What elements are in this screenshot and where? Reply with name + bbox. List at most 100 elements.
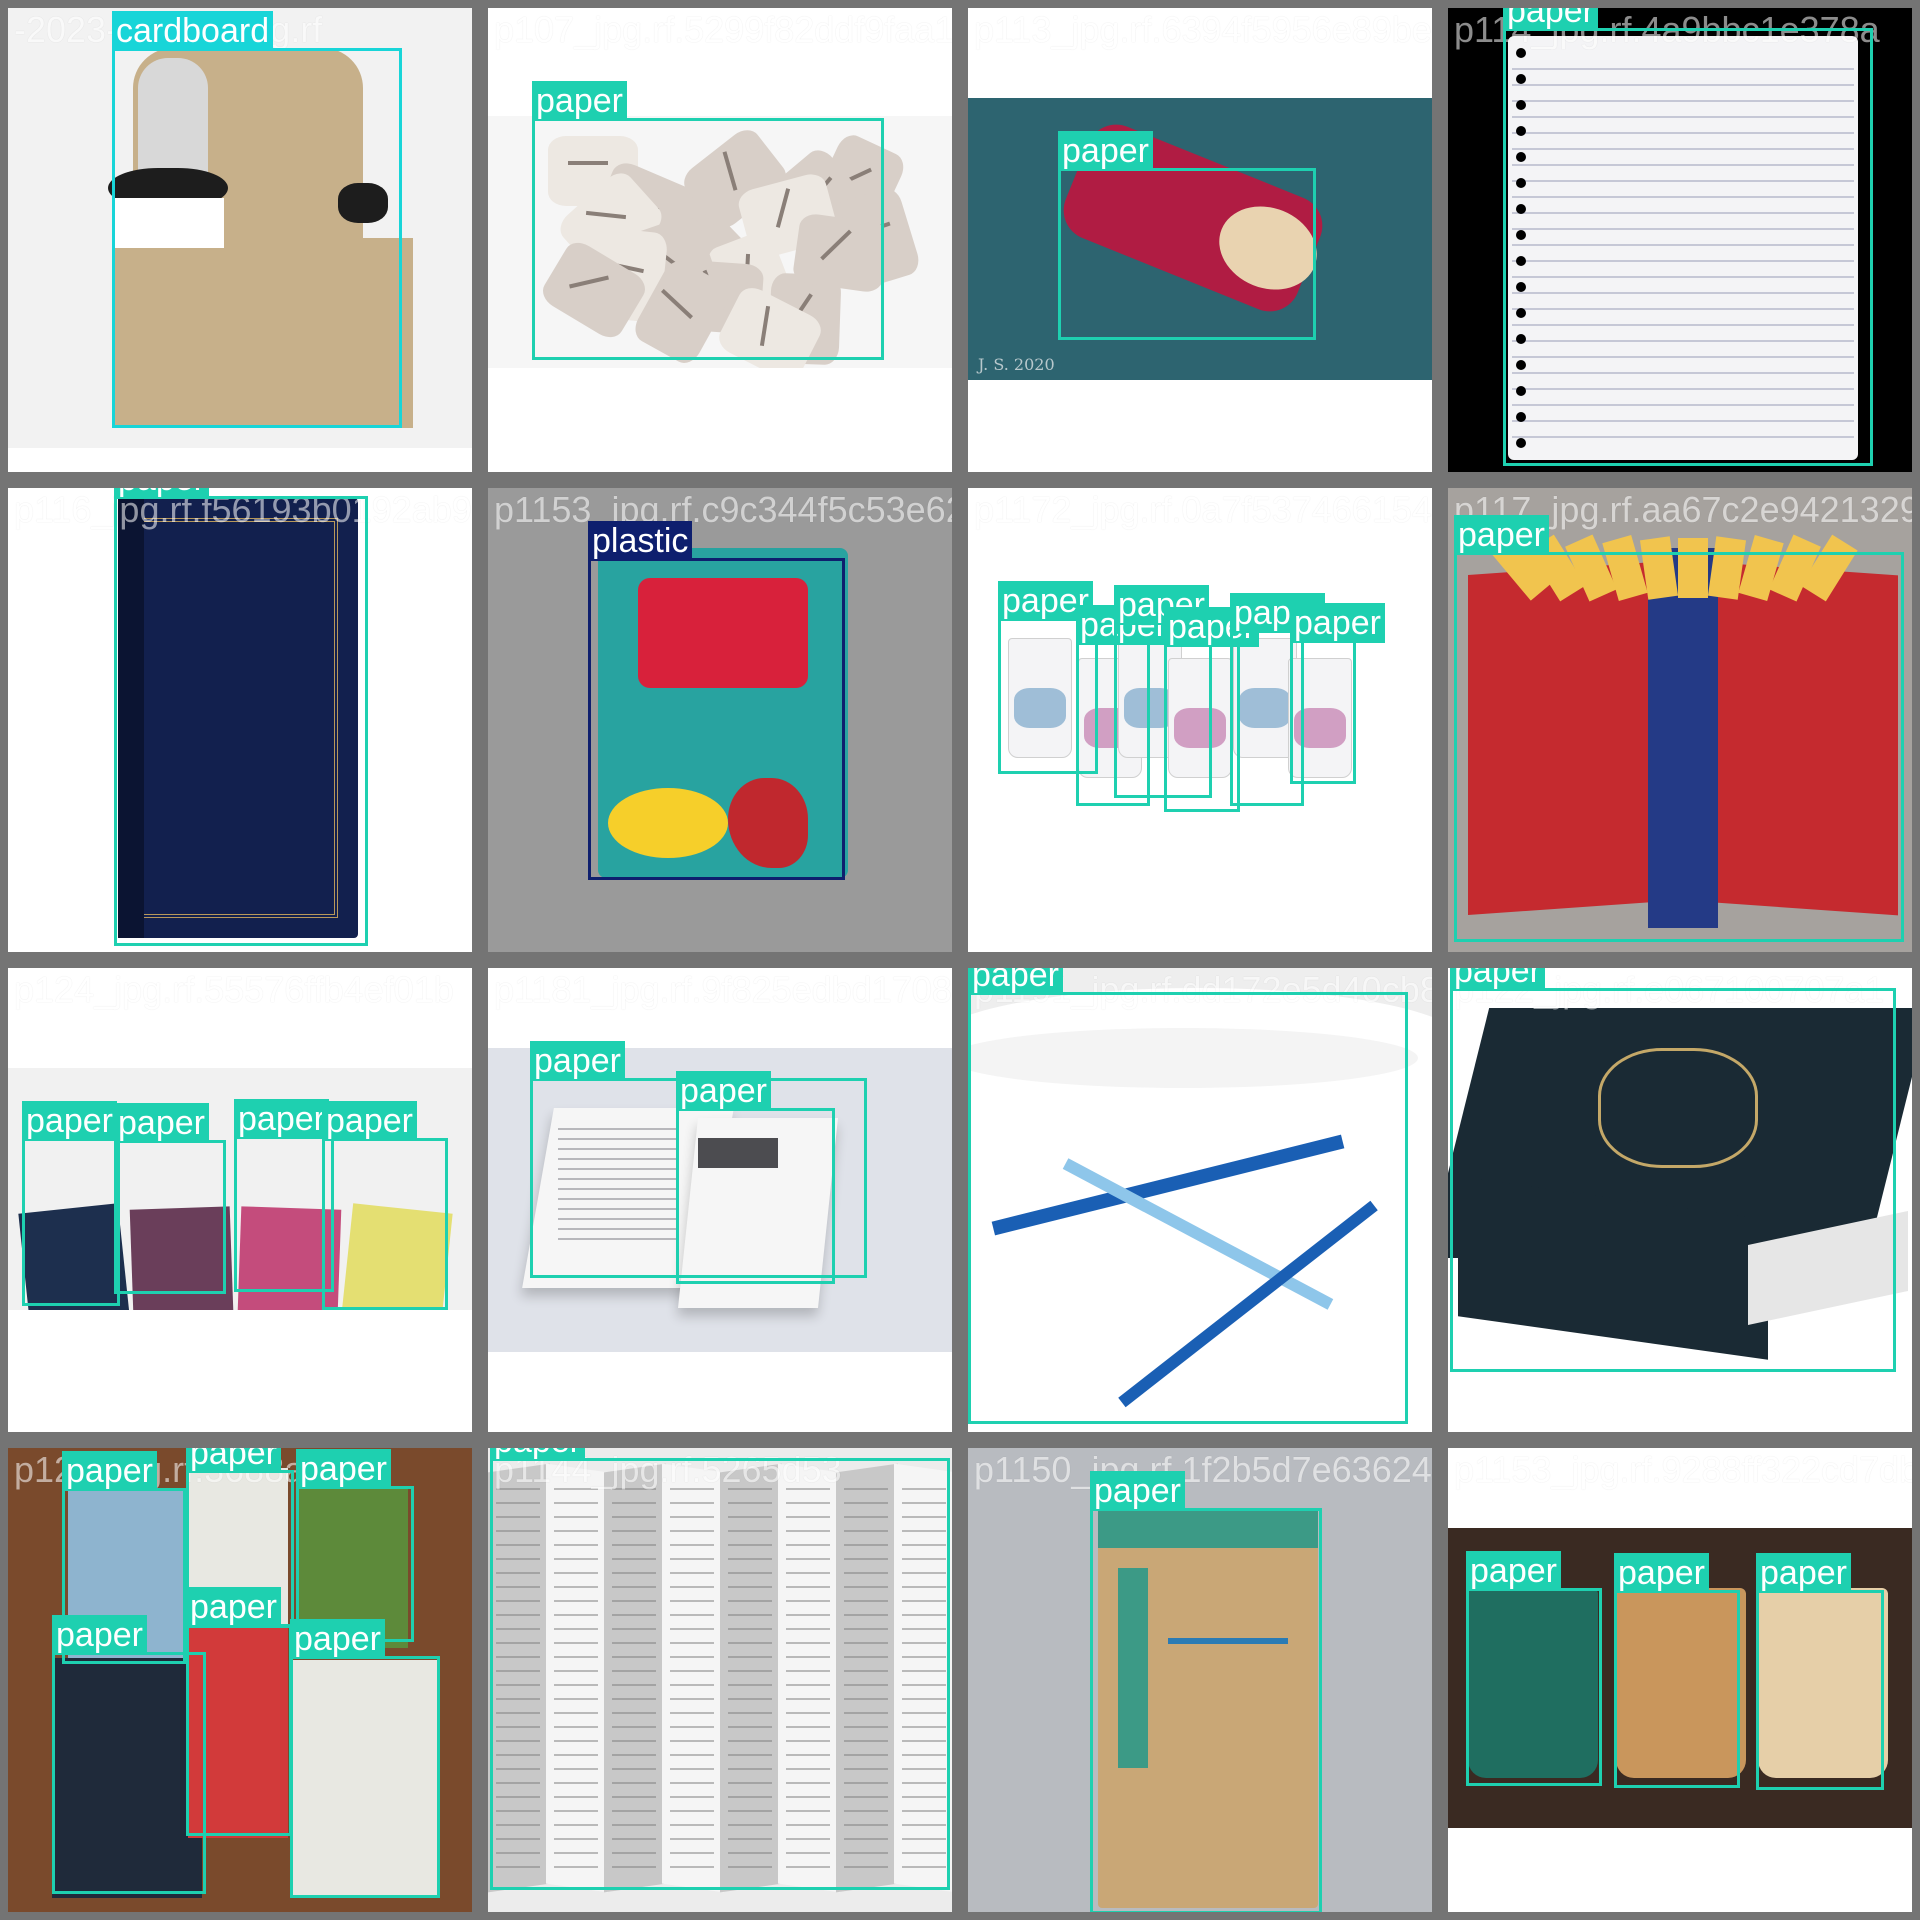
scene-shape [844, 1740, 888, 1742]
scene-shape [728, 1712, 772, 1714]
scene-shape [554, 1614, 598, 1616]
scene-shape [558, 1238, 678, 1240]
scene-shape [902, 1642, 946, 1644]
scene-shape [558, 1168, 678, 1170]
scene-shape [554, 1754, 598, 1756]
scene-shape [670, 1852, 714, 1854]
scene-shape [1512, 436, 1854, 438]
scene-shape [612, 1544, 656, 1546]
scene-shape [670, 1628, 714, 1630]
scene-shape [113, 238, 413, 428]
scene-shape [496, 1796, 540, 1798]
scene-shape [786, 1852, 830, 1854]
scene-shape [786, 1866, 830, 1868]
scene-shape [612, 1838, 656, 1840]
scene-shape [612, 1782, 656, 1784]
tile-photo [488, 116, 952, 368]
scene-shape [338, 183, 388, 223]
scene-shape [608, 788, 728, 858]
bounding-box: paper [1058, 131, 1316, 340]
bbox-label: paper [296, 1449, 391, 1489]
scene-shape [786, 1488, 830, 1490]
scene-shape [670, 1740, 714, 1742]
scene-shape [902, 1502, 946, 1504]
scene-shape [1516, 256, 1526, 266]
scene-shape [496, 1572, 540, 1574]
scene-shape [786, 1810, 830, 1812]
scene-shape [902, 1572, 946, 1574]
bbox-label: paper [1090, 1471, 1185, 1511]
scene-shape [1758, 1588, 1888, 1778]
scene-shape [558, 1208, 678, 1210]
scene-shape [1516, 360, 1526, 370]
scene-shape [728, 1698, 772, 1700]
scene-shape [554, 1656, 598, 1658]
scene-shape [786, 1670, 830, 1672]
scene-shape [558, 1148, 678, 1150]
scene-shape [292, 1660, 440, 1898]
scene-shape [786, 1712, 830, 1714]
scene-shape [670, 1866, 714, 1868]
scene-shape [558, 1178, 678, 1180]
scene-shape [554, 1698, 598, 1700]
scene-shape [496, 1558, 540, 1560]
scene-shape [902, 1670, 946, 1672]
scene-shape [844, 1544, 888, 1546]
scene-shape [612, 1614, 656, 1616]
bounding-box: paper [114, 488, 368, 946]
scene-shape [1512, 292, 1854, 294]
scene-shape [728, 1866, 772, 1868]
scene-shape [612, 1628, 656, 1630]
scene-shape [554, 1586, 598, 1588]
scene-shape [786, 1502, 830, 1504]
scene-shape [670, 1754, 714, 1756]
scene-shape [786, 1754, 830, 1756]
scene-shape [728, 1670, 772, 1672]
scene-shape [844, 1586, 888, 1588]
scene-shape [496, 1656, 540, 1658]
scene-shape [558, 1218, 678, 1220]
scene-shape [1014, 688, 1066, 728]
scene-shape [612, 1558, 656, 1560]
scene-shape [1616, 1588, 1746, 1778]
scene-shape [902, 1712, 946, 1714]
scene-shape [1516, 204, 1526, 214]
scene-shape [902, 1754, 946, 1756]
scene-shape [554, 1516, 598, 1518]
scene-shape [728, 1628, 772, 1630]
scene-shape [1516, 386, 1526, 396]
scene-shape [786, 1768, 830, 1770]
bounding-box: paper [1503, 8, 1873, 466]
scene-shape [786, 1824, 830, 1826]
scene-shape [728, 1516, 772, 1518]
scene-shape [670, 1600, 714, 1602]
scene-shape [1468, 1588, 1598, 1778]
scene-shape [728, 1600, 772, 1602]
bbox-label: paper [322, 1101, 417, 1141]
bounding-box: paper [322, 1101, 448, 1310]
tile-photo [968, 1448, 1432, 1912]
scene-shape [844, 1656, 888, 1658]
bounding-box: paper [1090, 1471, 1322, 1912]
scene-shape [728, 1656, 772, 1658]
scene-shape [612, 1488, 656, 1490]
scene-shape [902, 1810, 946, 1812]
scene-shape [118, 498, 358, 938]
scene-shape [1516, 334, 1526, 344]
bbox-label: paper [532, 81, 627, 121]
scene-shape [496, 1838, 540, 1840]
image-tile: p1153_jpg.rf.c9c344f5c53e62d plastic [488, 488, 952, 952]
scene-shape [1516, 100, 1526, 110]
scene-shape [670, 1726, 714, 1728]
scene-shape [496, 1768, 540, 1770]
scene-shape [496, 1502, 540, 1504]
scene-shape [670, 1698, 714, 1700]
scene-shape [496, 1544, 540, 1546]
scene-shape [728, 1502, 772, 1504]
bbox-label: paper [1290, 603, 1385, 643]
scene-shape [496, 1726, 540, 1728]
scene-shape [554, 1488, 598, 1490]
scene-shape [728, 1572, 772, 1574]
tile-photo [968, 968, 1432, 1432]
bbox-label: paper [186, 1587, 281, 1627]
